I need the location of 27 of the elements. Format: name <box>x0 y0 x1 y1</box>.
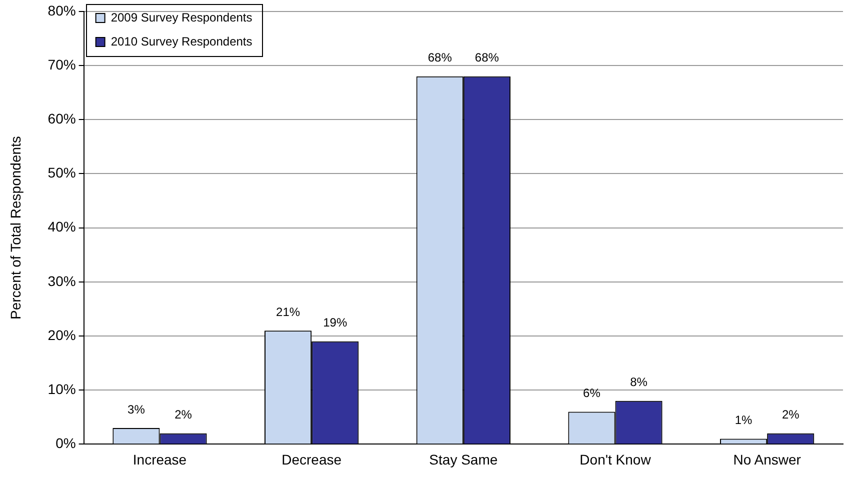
y-tick-label: 40% <box>48 218 76 235</box>
data-label: 68% <box>474 50 500 65</box>
data-label: 1% <box>734 413 753 428</box>
data-label: 6% <box>583 386 601 400</box>
y-tick-label: 70% <box>48 56 76 72</box>
legend-label: 2009 Survey Respondents <box>110 10 252 24</box>
x-tick-label: Decrease <box>282 451 342 468</box>
y-tick-label: 20% <box>48 326 76 343</box>
data-label: 68% <box>428 50 452 65</box>
x-tick-label: Stay Same <box>429 451 498 468</box>
x-tick-label: No Answer <box>733 451 802 468</box>
y-tick-label: 50% <box>48 164 76 181</box>
y-axis-title: Percent of Total Respondents <box>7 136 24 320</box>
y-tick-label: 80% <box>48 2 76 18</box>
data-label: 19% <box>323 316 348 330</box>
data-label: 8% <box>630 375 648 390</box>
data-label: 2% <box>782 408 800 422</box>
y-tick-label: 30% <box>48 272 76 289</box>
data-label: 21% <box>276 304 300 319</box>
y-tick-label: 10% <box>48 380 76 397</box>
legend-label: 2010 Survey Respondents <box>110 34 252 48</box>
data-label: 2% <box>174 408 192 422</box>
x-tick-label: Increase <box>132 451 187 468</box>
y-tick-label: 0% <box>56 435 76 452</box>
x-tick-label: Don't Know <box>580 451 652 468</box>
y-tick-label: 60% <box>48 110 76 126</box>
data-label: 3% <box>128 402 146 416</box>
